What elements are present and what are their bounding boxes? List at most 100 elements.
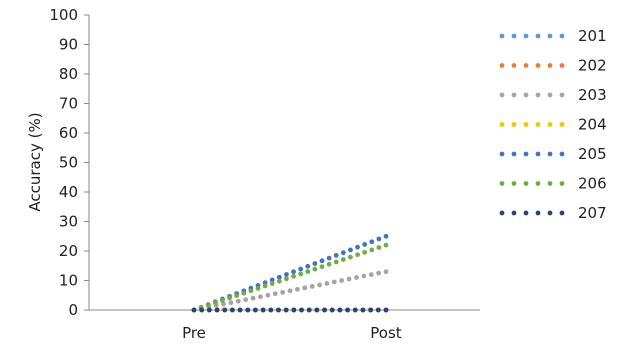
series-line-206 (191, 242, 389, 313)
series-point (348, 254, 353, 260)
series-point (276, 307, 281, 313)
series-point (309, 284, 315, 289)
series-point (322, 307, 327, 313)
legend-swatch (499, 63, 565, 68)
legend-item-202: 202 (499, 57, 607, 75)
legend-dot (559, 63, 565, 68)
series-point (212, 300, 218, 306)
series-point (276, 278, 282, 284)
legend-dot (547, 122, 553, 127)
legend-dot (535, 210, 541, 216)
legend-label: 202 (578, 57, 607, 75)
series-point (276, 274, 282, 280)
series-point (376, 270, 382, 276)
series-point (234, 293, 240, 298)
legend-dot (499, 33, 505, 39)
series-point (333, 252, 339, 258)
series-point (258, 294, 263, 300)
series-point (383, 269, 389, 275)
series-point (199, 307, 205, 313)
legend-dot (499, 92, 505, 98)
legend-dot (523, 210, 529, 216)
legend-dot (535, 122, 541, 127)
y-tick-label: 0 (68, 301, 78, 319)
legend-label: 206 (578, 175, 607, 193)
legend-swatch (499, 92, 565, 98)
y-tick-label: 10 (59, 272, 78, 290)
y-axis-label: Accuracy (%) (26, 112, 44, 211)
series-point (317, 282, 322, 288)
series-point (284, 272, 289, 277)
series-point (368, 272, 374, 277)
series-point (383, 307, 389, 313)
legend-swatch (499, 210, 565, 216)
series-point (284, 276, 289, 282)
series-point (269, 281, 275, 286)
legend-dot (523, 92, 529, 98)
series-point (272, 291, 278, 297)
series-point (255, 285, 261, 291)
series-point (369, 239, 375, 245)
legend-dot (535, 63, 541, 68)
series-point (220, 297, 225, 303)
series-point (305, 263, 311, 269)
series-point (269, 277, 275, 283)
series-point (291, 307, 297, 313)
series-point (376, 236, 382, 242)
series-point (294, 286, 300, 292)
series-point (221, 301, 226, 307)
legend-dot (511, 92, 517, 98)
y-tick-label: 60 (59, 124, 78, 142)
series-point (355, 252, 360, 258)
series-point (337, 307, 343, 313)
legend-item-206: 206 (499, 175, 607, 193)
series-point (245, 307, 251, 313)
series-point (248, 288, 254, 294)
legend-dot (523, 122, 529, 127)
legend-dot (547, 33, 553, 39)
series-point (235, 298, 241, 304)
legend-item-207: 207 (499, 204, 607, 222)
x-tick-label: Pre (182, 324, 206, 342)
legend-dot (535, 181, 541, 186)
series-point (312, 266, 318, 272)
legend-dot (499, 181, 505, 186)
legend-item-201: 201 (499, 27, 607, 45)
series-point (287, 288, 293, 294)
series-point (298, 266, 304, 272)
legend-dot (499, 151, 505, 157)
series-point (354, 275, 359, 280)
legend-dot (535, 92, 541, 98)
series-point (362, 242, 368, 247)
series-point (253, 307, 258, 313)
series-point (360, 307, 366, 313)
legend-label: 201 (578, 27, 607, 45)
legend-dot (499, 122, 505, 127)
series-point (214, 307, 220, 313)
legend-dot (523, 181, 529, 186)
y-tick-label: 90 (59, 36, 78, 54)
y-tick-label: 20 (59, 242, 78, 260)
y-tick-label: 70 (59, 95, 78, 113)
series-line-207 (191, 307, 389, 313)
x-tick-label: Post (370, 324, 402, 342)
legend-item-203: 203 (499, 86, 607, 104)
legend-dot (523, 63, 529, 68)
series-point (355, 244, 360, 250)
series-point (312, 261, 318, 266)
legend-dot (559, 151, 565, 157)
legend-dot (547, 151, 553, 157)
series-point (326, 255, 332, 261)
legend-dot (523, 33, 529, 39)
series-layer (191, 233, 389, 313)
legend-swatch (499, 151, 565, 157)
legend-dot (535, 33, 541, 39)
series-point (305, 269, 311, 274)
series-point (319, 258, 325, 264)
legend-dot (511, 33, 517, 39)
series-point (205, 302, 211, 308)
legend-dot (511, 151, 517, 157)
legend-swatch (499, 122, 565, 127)
legend-dot (559, 92, 565, 98)
